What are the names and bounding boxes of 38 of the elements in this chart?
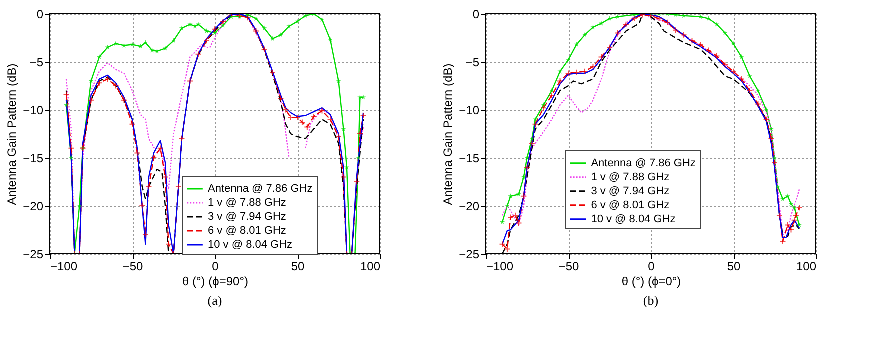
y-tick-label: −5 <box>466 56 480 70</box>
x-tick-label: 100 <box>360 260 381 274</box>
legend-label: 1 v @ 7.88 GHz <box>591 171 670 184</box>
x-tick-label: 50 <box>727 260 741 274</box>
x-tick-label: −50 <box>122 260 144 274</box>
legend-label: 3 v @ 7.94 GHz <box>591 185 670 198</box>
x-tick-label: 100 <box>796 260 817 274</box>
x-tick-label: −100 <box>50 260 78 274</box>
y-tick-label: 0 <box>36 8 44 22</box>
legend-label: 6 v @ 8.01 GHz <box>208 225 286 237</box>
y-tick-label: 0 <box>472 8 480 22</box>
legend-label: Antenna @ 7.86 GHz <box>591 157 696 170</box>
text: (b) <box>643 293 659 308</box>
text: (a) <box>208 293 222 308</box>
y-tick-label: −5 <box>30 56 44 70</box>
legend-label: 3 v @ 7.94 GHz <box>208 211 286 223</box>
x-axis-title: θ (°) (ϕ=0°) <box>622 274 682 288</box>
y-tick-label: −20 <box>459 200 480 214</box>
x-tick-label: 0 <box>212 260 220 274</box>
x-tick-label: −50 <box>558 260 580 274</box>
x-tick-label: 50 <box>291 260 305 274</box>
y-axis-title: Antenna Gain Pattern (dB) <box>441 64 456 206</box>
x-axis-title: θ (°) (ϕ=90°) <box>182 274 249 288</box>
y-tick-label: −10 <box>23 104 44 118</box>
y-tick-label: −25 <box>459 248 480 262</box>
legend-label: Antenna @ 7.86 GHz <box>208 183 313 195</box>
x-tick-label: −100 <box>486 260 514 274</box>
y-tick-label: −10 <box>459 104 480 118</box>
y-axis-title: Antenna Gain Pattern (dB) <box>5 64 20 206</box>
y-tick-label: −20 <box>23 200 44 214</box>
x-tick-label: 0 <box>648 260 656 274</box>
y-tick-label: −15 <box>23 152 44 166</box>
legend-label: 10 v @ 8.04 GHz <box>591 213 676 226</box>
y-tick-label: −15 <box>459 152 480 166</box>
legend-label: 1 v @ 7.88 GHz <box>208 197 286 209</box>
legend-label: 6 v @ 8.01 GHz <box>591 199 670 212</box>
y-tick-label: −25 <box>23 248 44 262</box>
legend-label: 10 v @ 8.04 GHz <box>208 239 293 251</box>
